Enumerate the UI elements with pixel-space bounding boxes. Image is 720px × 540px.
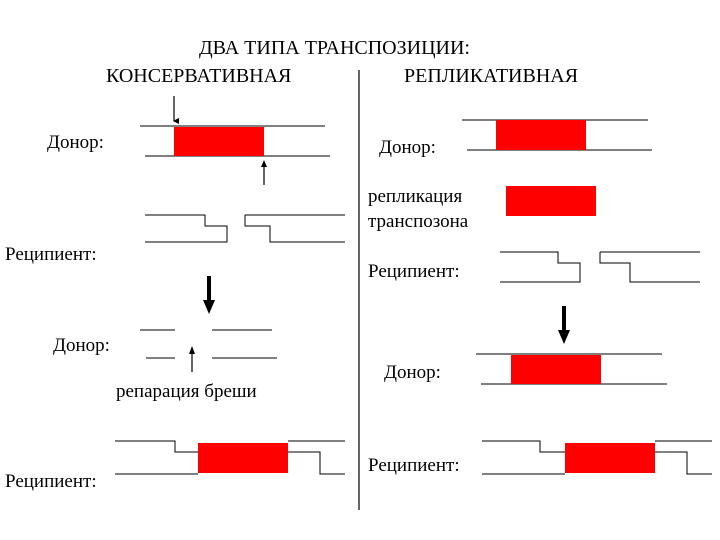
conservative-recipient-transposon: [198, 443, 288, 473]
replication-label-line2: транспозона: [368, 211, 469, 232]
step-arrow-right-icon: [558, 306, 570, 344]
conservative-donor-after-label: Донор:: [53, 335, 110, 356]
replicative-donor-transposon: [496, 120, 586, 150]
step-arrow-icon: [203, 276, 215, 314]
repair-label: репарация бреши: [116, 381, 257, 402]
diagram-title: ДВА ТИПА ТРАНСПОЗИЦИИ:: [199, 37, 470, 59]
conservative-donor-gap-dna: [140, 329, 277, 359]
conservative-donor-transposon: [174, 127, 264, 156]
conservative-recipient-final-label: Реципиент:: [5, 471, 97, 492]
replicative-recipient-final-label: Реципиент:: [368, 455, 460, 476]
replicated-transposon-copy: [506, 186, 596, 216]
repair-arrow-icon: [189, 346, 195, 372]
cut-arrow-up-icon: [261, 160, 267, 185]
replication-label-line1: репликация: [368, 186, 463, 207]
conservative-recipient-dna: [145, 214, 345, 243]
replicative-donor-after-label: Донор:: [384, 362, 441, 383]
conservative-heading: КОНСЕРВАТИВНАЯ: [106, 65, 292, 87]
conservative-donor-label: Донор:: [47, 132, 104, 153]
replicative-donor-label: Донор:: [379, 137, 436, 158]
replicative-recipient-dna: [500, 251, 700, 283]
conservative-recipient-final-dna: [115, 440, 345, 475]
replicative-heading: РЕПЛИКАТИВНАЯ: [404, 65, 579, 87]
replicative-donor-after-transposon: [511, 355, 601, 384]
replicative-recipient-label: Реципиент:: [368, 261, 460, 282]
conservative-recipient-label: Реципиент:: [5, 244, 97, 265]
replicative-recipient-final-dna: [482, 440, 712, 475]
replicative-recipient-transposon: [565, 443, 655, 473]
